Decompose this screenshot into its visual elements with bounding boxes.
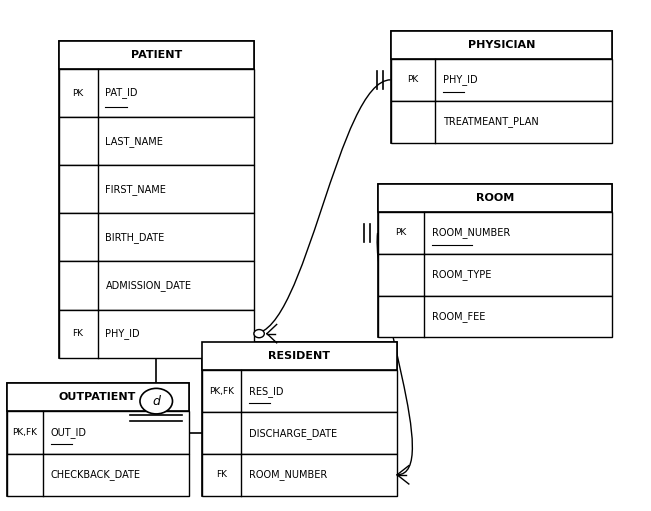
Text: ROOM_FEE: ROOM_FEE (432, 311, 486, 322)
Bar (7, 383, 189, 411)
Text: PHY_ID: PHY_ID (443, 75, 477, 85)
Bar (59, 262, 254, 310)
Bar (7, 454, 189, 496)
Bar (391, 31, 612, 143)
Bar (378, 295, 612, 337)
Text: PK: PK (395, 228, 407, 238)
Text: ROOM_TYPE: ROOM_TYPE (432, 269, 492, 280)
Text: ROOM: ROOM (476, 193, 514, 203)
Bar (59, 165, 254, 214)
Circle shape (254, 330, 264, 338)
Bar (202, 370, 397, 412)
Text: TREATMEANT_PLAN: TREATMEANT_PLAN (443, 117, 538, 127)
Text: PK,FK: PK,FK (12, 428, 37, 437)
Bar (202, 342, 397, 370)
Bar (7, 411, 189, 454)
Text: PK,FK: PK,FK (209, 387, 234, 396)
Bar (391, 101, 612, 143)
Text: CHECKBACK_DATE: CHECKBACK_DATE (51, 469, 141, 480)
Bar (59, 41, 254, 358)
Text: d: d (152, 394, 160, 408)
Text: FIRST_NAME: FIRST_NAME (105, 184, 167, 195)
Bar (59, 214, 254, 262)
Bar (7, 383, 189, 496)
Text: PHYSICIAN: PHYSICIAN (467, 40, 535, 50)
Text: FK: FK (216, 470, 227, 479)
Text: OUTPATIENT: OUTPATIENT (59, 392, 136, 402)
Text: PK: PK (72, 88, 84, 98)
Text: DISCHARGE_DATE: DISCHARGE_DATE (249, 428, 337, 438)
Bar (59, 310, 254, 358)
Text: ROOM_NUMBER: ROOM_NUMBER (432, 227, 510, 239)
Text: BIRTH_DATE: BIRTH_DATE (105, 232, 165, 243)
Text: FK: FK (73, 329, 83, 338)
Text: ROOM_NUMBER: ROOM_NUMBER (249, 469, 327, 480)
Text: RESIDENT: RESIDENT (268, 352, 331, 361)
Bar (59, 41, 254, 69)
Bar (202, 342, 397, 496)
Bar (59, 69, 254, 117)
Text: RES_ID: RES_ID (249, 386, 283, 397)
Text: ADMISSION_DATE: ADMISSION_DATE (105, 280, 191, 291)
Text: PAT_ID: PAT_ID (105, 87, 138, 99)
Bar (391, 59, 612, 101)
Bar (378, 254, 612, 295)
Bar (378, 212, 612, 254)
Text: LAST_NAME: LAST_NAME (105, 136, 163, 147)
Text: OUT_ID: OUT_ID (51, 427, 87, 438)
Bar (378, 184, 612, 337)
Text: PATIENT: PATIENT (131, 50, 182, 60)
Text: PHY_ID: PHY_ID (105, 328, 140, 339)
Circle shape (140, 388, 173, 414)
Bar (202, 454, 397, 496)
Bar (378, 184, 612, 212)
Bar (391, 31, 612, 59)
Bar (59, 117, 254, 165)
Bar (202, 412, 397, 454)
Text: PK: PK (407, 75, 419, 84)
